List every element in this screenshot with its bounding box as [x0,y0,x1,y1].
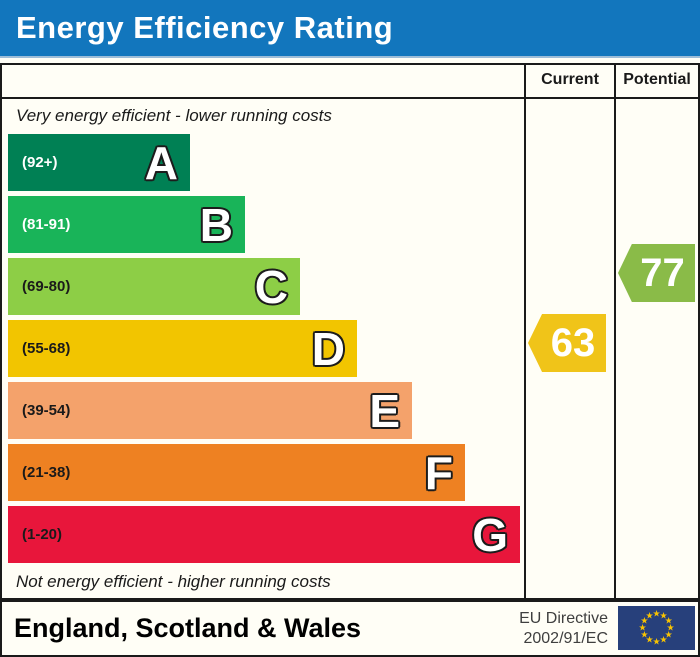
eu-flag-star: ★ [645,634,654,645]
band-letter: A [144,136,178,189]
eu-flag-icon: ★ ★ ★ ★ ★ ★ ★ ★ ★ ★ ★ ★ [618,606,695,650]
chart-title: Energy Efficiency Rating [16,10,394,45]
not-efficient-note: Not energy efficient - higher running co… [16,572,331,591]
footer: England, Scotland & Wales EU Directive 2… [0,600,700,657]
region-label: England, Scotland & Wales [14,613,362,643]
band-letter: D [311,322,345,375]
eu-flag-star: ★ [645,610,654,621]
eu-directive-label: EU Directive 2002/91/EC [519,609,608,649]
potential-rating-arrow: 77 [618,244,695,302]
current-rating-arrow: 63 [528,314,606,372]
band-row-G: (1-20) G [8,506,520,563]
eu-flag-star: ★ [664,615,673,626]
eu-flag-star: ★ [664,629,673,640]
eu-flag-star: ★ [652,608,661,619]
very-efficient-note: Very energy efficient - lower running co… [16,106,332,125]
column-divider-current [524,63,526,600]
band-range-label: (69-80) [22,278,71,295]
current-column-header: Current [541,71,599,88]
band-row-E: (39-54) E [8,382,412,439]
band-range-label: (39-54) [22,402,71,419]
band-letter: C [254,260,288,313]
band-letter: G [472,508,508,561]
band-row-B: (81-91) B [8,196,245,253]
eu-flag-star: ★ [640,615,649,626]
band-row-F: (21-38) F [8,444,465,501]
eu-directive-line2: 2002/91/EC [523,629,608,647]
eu-flag-star: ★ [640,629,649,640]
column-divider-potential [614,63,616,600]
eu-flag-star: ★ [652,636,661,647]
band-row-A: (92+) A [8,134,190,191]
current-rating-value: 63 [550,321,596,365]
band-range-label: (81-91) [22,216,71,233]
eu-flag-star: ★ [659,610,668,621]
band-row-C: (69-80) C [8,258,300,315]
eu-flag-star: ★ [638,622,647,633]
eu-directive-line1: EU Directive [519,609,608,627]
band-range-label: (21-38) [22,464,71,481]
header-row-divider [0,97,700,99]
band-row-D: (55-68) D [8,320,357,377]
rating-table-frame [0,63,700,600]
band-range-label: (55-68) [22,340,71,357]
band-letter: E [369,384,400,437]
band-range-label: (92+) [22,154,58,171]
chart-header: Energy Efficiency Rating [0,0,700,58]
potential-column-header: Potential [623,71,691,88]
eu-flag-star: ★ [666,622,675,633]
potential-rating-value: 77 [640,251,685,295]
band-letter: B [199,198,233,251]
band-range-label: (1-20) [22,526,63,543]
band-letter: F [424,446,453,499]
eu-flag-star: ★ [659,634,668,645]
